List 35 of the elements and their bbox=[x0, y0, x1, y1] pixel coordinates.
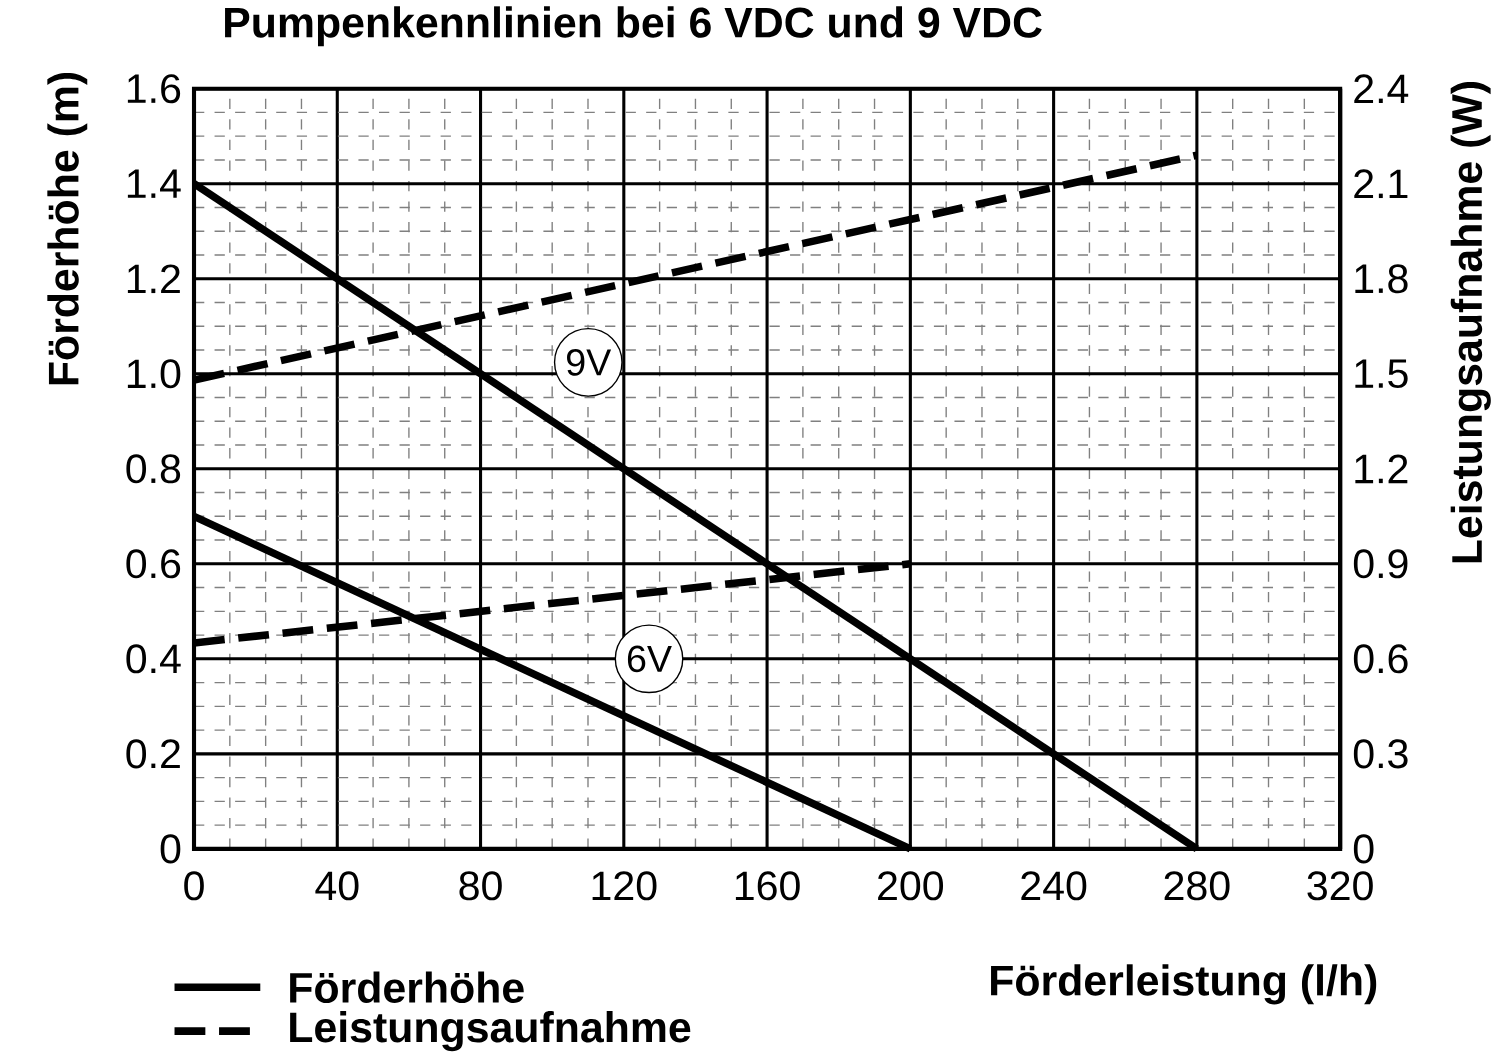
x-tick-label: 280 bbox=[1164, 871, 1230, 901]
y2-tick-label: 2.4 bbox=[1354, 74, 1409, 103]
chart-title: Pumpenkennlinien bei 6 VDC und 9 VDC bbox=[225, 6, 1042, 47]
y2-tick-label: 1.2 bbox=[1355, 454, 1408, 483]
y2-axis-title: Leistungsaufnahme (W) bbox=[1450, 81, 1491, 563]
y2-tick-label: 0 bbox=[1353, 834, 1374, 864]
y-tick-label: 0.6 bbox=[126, 549, 181, 579]
legend-label: Förderhöhe bbox=[290, 971, 524, 1003]
x-tick-label: 320 bbox=[1307, 871, 1373, 901]
y2-tick-label: 0.9 bbox=[1353, 549, 1408, 579]
y-tick-label: 0.8 bbox=[126, 454, 181, 484]
x-tick-label: 80 bbox=[459, 871, 502, 901]
y2-tick-label: 2.1 bbox=[1354, 169, 1408, 198]
y2-tick-label: 1.5 bbox=[1355, 359, 1408, 388]
y-tick-label: 0.4 bbox=[126, 644, 181, 674]
y-axis-title: Förderhöhe (m) bbox=[47, 72, 88, 385]
y-tick-label: 0 bbox=[160, 834, 181, 864]
y-tick-label: 1.2 bbox=[127, 264, 180, 293]
y2-tick-label: 0.6 bbox=[1353, 644, 1408, 674]
y2-tick-label: 0.3 bbox=[1353, 739, 1408, 769]
y-tick-label: 1.6 bbox=[127, 74, 181, 104]
y-tick-label: 1.0 bbox=[127, 359, 181, 389]
annotation: 9V bbox=[567, 348, 612, 376]
y2-tick-label: 1.8 bbox=[1355, 264, 1408, 294]
y-tick-label: 1.4 bbox=[127, 169, 181, 198]
x-axis-title: Förderleistung (l/h) bbox=[991, 964, 1377, 1005]
y-tick-label: 0.2 bbox=[126, 739, 180, 769]
x-tick-label: 0 bbox=[184, 871, 204, 901]
legend-label: Leistungsaufnahme bbox=[290, 1010, 691, 1052]
x-tick-label: 120 bbox=[592, 871, 657, 901]
x-tick-label: 240 bbox=[1021, 871, 1087, 901]
x-tick-label: 200 bbox=[878, 871, 944, 901]
annotation: 6V bbox=[627, 645, 672, 673]
x-tick-label: 160 bbox=[735, 871, 800, 901]
x-tick-label: 40 bbox=[315, 871, 359, 901]
